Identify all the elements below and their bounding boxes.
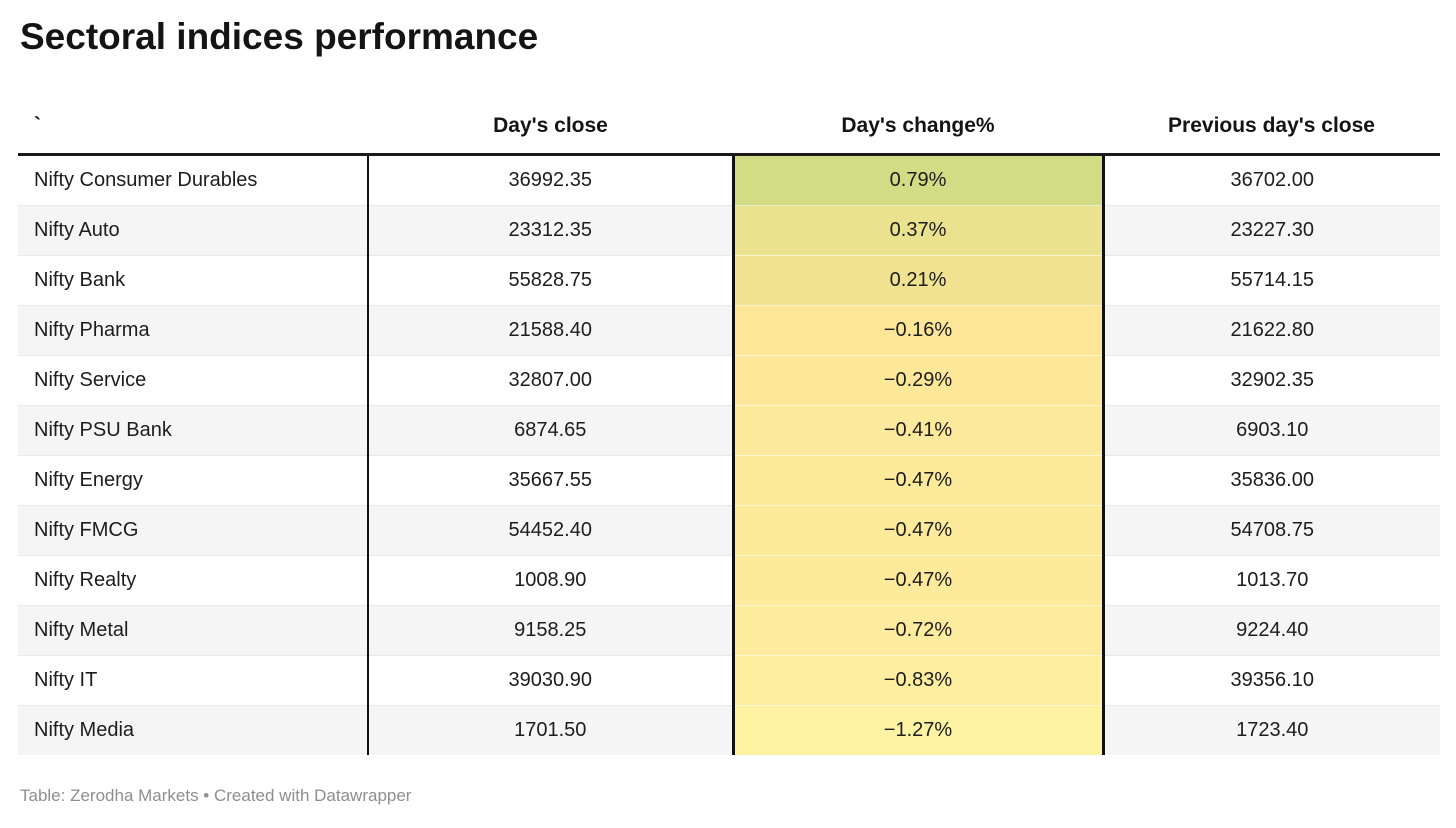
days-change-cell: −0.16%	[731, 305, 1105, 356]
table-row: Nifty Realty 1008.90 −0.47% 1013.70	[18, 555, 1440, 606]
days-close-cell: 1701.50	[367, 705, 733, 755]
index-name-cell: Nifty FMCG	[18, 505, 368, 556]
days-close-cell: 9158.25	[367, 605, 733, 656]
column-header-days-close: Day's close	[368, 96, 733, 156]
column-header-previous-close: Previous day's close	[1103, 96, 1440, 156]
previous-close-cell: 6903.10	[1103, 405, 1440, 456]
sectoral-indices-table: ` Day's close Day's change% Previous day…	[18, 96, 1440, 755]
days-close-cell: 35667.55	[367, 455, 733, 506]
index-name-cell: Nifty Consumer Durables	[34, 169, 258, 191]
days-close-cell: 55828.75	[367, 255, 733, 306]
column-header-index-name: `	[18, 96, 368, 156]
index-name-cell: Nifty IT	[18, 655, 368, 706]
page-title: Sectoral indices performance	[20, 16, 539, 57]
days-change-cell: 0.79%	[731, 154, 1105, 206]
days-change-cell: 0.37%	[731, 205, 1105, 256]
index-name-cell: Nifty Auto	[18, 205, 368, 256]
days-change-cell: −1.27%	[731, 705, 1105, 755]
table-row: Nifty Consumer Durables 36992.35 0.79% 3670…	[18, 154, 1440, 206]
index-name-cell: Nifty Media	[18, 705, 368, 755]
index-name-cell: Nifty Service	[18, 355, 368, 406]
days-close-cell: 1008.90	[367, 555, 733, 606]
previous-close-cell: 21622.80	[1103, 305, 1440, 356]
days-change-cell: −0.29%	[731, 355, 1105, 406]
days-close-cell: 23312.35	[367, 205, 733, 256]
previous-close-cell: 35836.00	[1103, 455, 1440, 506]
days-change-cell: −0.47%	[731, 555, 1105, 606]
table-row: Nifty IT 39030.90 −0.83% 39356.10	[18, 655, 1440, 706]
index-name-cell: Nifty Pharma	[18, 305, 368, 356]
table-row: Nifty Service 32807.00 −0.29% 32902.35	[18, 355, 1440, 406]
previous-close-cell: 1723.40	[1103, 705, 1440, 755]
days-close-cell: 32807.00	[367, 355, 733, 406]
attribution-footer: Table: Zerodha Markets • Created with Da…	[20, 786, 412, 805]
days-close-cell: 54452.40	[367, 505, 733, 556]
previous-close-cell: 32902.35	[1103, 355, 1440, 406]
previous-close-cell: 36702.00	[1230, 169, 1314, 191]
table-body: Nifty Consumer Durables 36992.35 0.79% 3670…	[18, 154, 1440, 755]
previous-close-cell: 39356.10	[1103, 655, 1440, 706]
index-name-cell: Nifty Energy	[18, 455, 368, 506]
table-row: Nifty Energy 35667.55 −0.47% 35836.00	[18, 455, 1440, 506]
index-name-cell: Nifty Realty	[18, 555, 368, 606]
days-close-cell: 39030.90	[367, 655, 733, 706]
index-name-cell: Nifty Metal	[18, 605, 368, 656]
days-close-cell: 6874.65	[367, 405, 733, 456]
table-row: Nifty Auto 23312.35 0.37% 23227.30	[18, 205, 1440, 256]
table-row: Nifty PSU Bank 6874.65 −0.41% 6903.10	[18, 405, 1440, 456]
days-change-cell: 0.21%	[731, 255, 1105, 306]
days-change-cell: −0.41%	[731, 405, 1105, 456]
index-name-cell: Nifty PSU Bank	[18, 405, 368, 456]
days-change-cell: −0.72%	[731, 605, 1105, 656]
days-close-cell: 36992.35	[367, 154, 733, 206]
index-name-cell: Nifty Bank	[18, 255, 368, 306]
table-header: ` Day's close Day's change% Previous day…	[18, 96, 1440, 156]
header-row: ` Day's close Day's change% Previous day…	[18, 96, 1440, 156]
table-row: Nifty Pharma 21588.40 −0.16% 21622.80	[18, 305, 1440, 356]
previous-close-cell: 9224.40	[1103, 605, 1440, 656]
table-row: Nifty Bank 55828.75 0.21% 55714.15	[18, 255, 1440, 306]
days-close-cell: 21588.40	[367, 305, 733, 356]
previous-close-cell: 1013.70	[1103, 555, 1440, 606]
days-change-cell: −0.47%	[731, 505, 1105, 556]
table-row: Nifty FMCG 54452.40 −0.47% 54708.75	[18, 505, 1440, 556]
previous-close-cell: 23227.30	[1103, 205, 1440, 256]
table-row: Nifty Metal 9158.25 −0.72% 9224.40	[18, 605, 1440, 656]
days-change-cell: −0.47%	[731, 455, 1105, 506]
column-header-days-change: Day's change%	[733, 96, 1103, 156]
days-change-cell: −0.83%	[731, 655, 1105, 706]
table-row: Nifty Media 1701.50 −1.27% 1723.40	[18, 705, 1440, 755]
previous-close-cell: 55714.15	[1103, 255, 1440, 306]
previous-close-cell: 54708.75	[1103, 505, 1440, 556]
